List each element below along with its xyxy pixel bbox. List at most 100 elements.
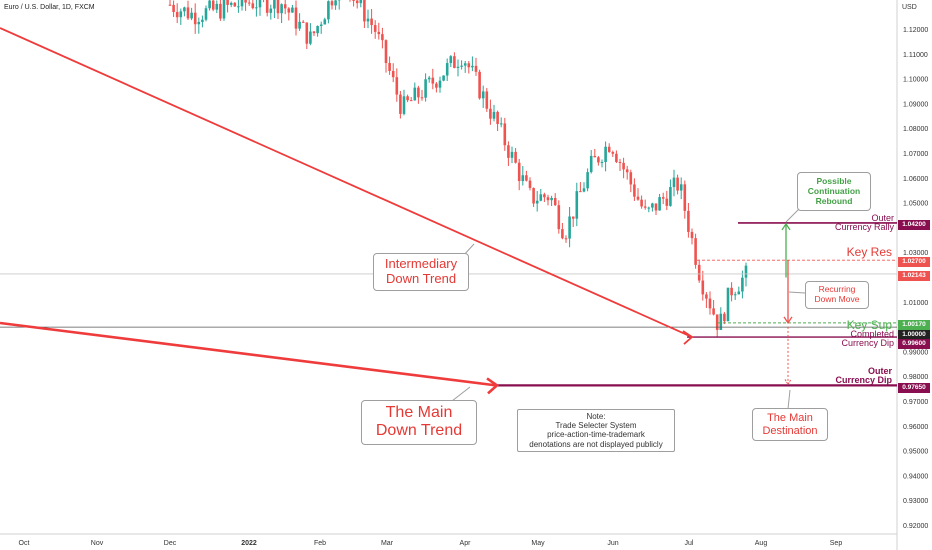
candle-body <box>363 0 366 22</box>
candle-body <box>636 196 640 200</box>
candle-body <box>633 184 636 197</box>
candle-body <box>697 264 701 281</box>
price-label-parity: 1.00000 <box>898 330 930 340</box>
rebound-arrowhead <box>781 222 791 231</box>
candle-body <box>319 24 323 27</box>
x-tick-label: Feb <box>314 540 326 547</box>
candle-body <box>557 205 561 230</box>
candle-body <box>499 123 503 125</box>
main-trend-callout: The Main Down Trend <box>361 400 477 445</box>
candle-body <box>586 172 589 189</box>
outer-dip-tag: Outer Currency Dip <box>835 366 892 386</box>
candle-body <box>229 2 233 5</box>
candle-body <box>301 21 305 23</box>
price-label-outer-rally: 1.04200 <box>898 220 930 230</box>
candle-body <box>366 18 370 22</box>
candle-body <box>589 155 593 173</box>
candle-body <box>737 291 741 295</box>
rebound-pointer <box>785 207 801 223</box>
candle-body <box>456 66 460 68</box>
price-label-completed-dip: 0.99600 <box>898 339 930 349</box>
destination-callout: The Main Destination <box>752 408 828 442</box>
candle-body <box>604 146 607 162</box>
candle-body <box>391 70 395 78</box>
candle-body <box>417 87 420 98</box>
candle-body <box>427 77 431 80</box>
y-tick-label: 1.05000 <box>903 201 928 208</box>
candle-body <box>384 40 388 63</box>
candle-body <box>507 145 510 158</box>
outer-rally-tag: Outer Currency Rally <box>834 213 894 233</box>
candle-body <box>399 94 402 114</box>
candle-body <box>687 210 690 232</box>
candle-body <box>496 111 499 124</box>
candle-body <box>708 298 712 309</box>
candle-body <box>168 4 172 6</box>
candle-body <box>269 8 273 13</box>
candle-body <box>442 75 445 81</box>
candle-body <box>658 197 661 211</box>
x-tick-label: Sep <box>830 540 843 547</box>
y-tick-label: 0.98000 <box>903 374 928 381</box>
main-trend-line <box>0 321 497 387</box>
x-tick-label: Apr <box>460 540 472 547</box>
candle-body <box>179 11 183 18</box>
candle-body <box>413 87 417 101</box>
candle-body <box>359 0 363 4</box>
candle-body <box>510 151 514 158</box>
candle-body <box>521 175 525 182</box>
candle-body <box>611 152 615 154</box>
y-tick-label: 0.97000 <box>903 399 928 406</box>
candle-body <box>575 191 579 219</box>
candle-body <box>247 2 251 4</box>
trend-lines <box>0 27 806 410</box>
candle-body <box>694 238 697 265</box>
y-tick-label: 1.10000 <box>903 77 928 84</box>
y-tick-label: 0.94000 <box>903 473 928 480</box>
candle-body <box>276 0 280 14</box>
candle-body <box>733 294 737 296</box>
candle-body <box>568 216 571 239</box>
candle-body <box>453 56 456 68</box>
x-tick-label: Mar <box>381 540 394 547</box>
candle-body <box>719 313 723 330</box>
candle-body <box>215 3 219 10</box>
candle-body <box>208 0 211 9</box>
y-tick-label: 0.96000 <box>903 424 928 431</box>
candle-body <box>651 203 654 208</box>
candle-body <box>291 7 294 13</box>
candle-body <box>622 162 625 170</box>
intermediary-trend-line <box>0 27 693 338</box>
y-tick-label: 0.99000 <box>903 349 928 356</box>
candle-body <box>640 199 643 207</box>
candle-body <box>647 207 651 209</box>
candle-body <box>615 153 618 162</box>
recurring-arrowhead <box>783 316 793 325</box>
candle-body <box>672 177 676 188</box>
candle-body <box>219 3 222 19</box>
candle-body <box>197 21 201 25</box>
candle-body <box>593 155 597 158</box>
candle-body <box>355 0 359 4</box>
candle-body <box>643 206 647 208</box>
candle-body <box>377 31 381 35</box>
candle-body <box>546 197 550 201</box>
recurring-callout: Recurring Down Move <box>805 281 869 309</box>
candle-body <box>564 238 568 240</box>
candle-body <box>579 191 582 193</box>
candle-body <box>525 175 528 181</box>
candle-body <box>323 19 327 25</box>
candle-body <box>467 63 471 68</box>
candle-body <box>309 31 312 44</box>
candle-body <box>539 194 543 201</box>
candle-body <box>381 34 384 41</box>
time-axis: Oct Nov Dec 2022 Feb Mar Apr May Jun Jul Aug Sep <box>19 540 843 547</box>
candle-body <box>690 231 694 239</box>
candle-body <box>395 77 399 95</box>
x-tick-label: Dec <box>164 540 177 547</box>
candle-body <box>244 0 247 3</box>
candle-body <box>424 79 427 98</box>
candle-body <box>514 151 517 163</box>
y-tick-label: 1.03000 <box>903 250 928 257</box>
